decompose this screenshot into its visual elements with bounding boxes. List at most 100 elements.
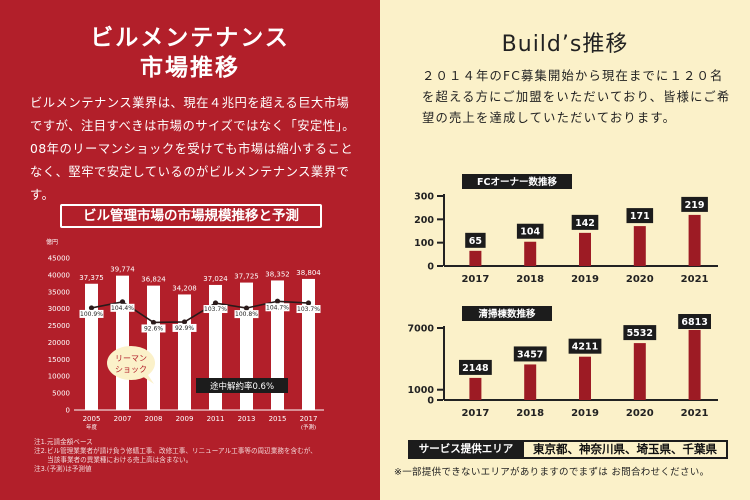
bar: [469, 377, 482, 400]
y-tick-label: 100: [414, 238, 434, 249]
bar-value-label: 104: [520, 227, 540, 238]
market-bar: [116, 275, 129, 410]
service-area-note: ※一部提供できないエリアがありますのでまずは お問合わせください。: [394, 467, 710, 478]
chart-title: FCオーナー数推移: [477, 176, 557, 188]
market-title-line2: 市場推移: [140, 55, 240, 81]
y-tick-label: 45000: [48, 255, 70, 263]
bar: [469, 250, 482, 266]
growth-rate-label: 100.8%: [235, 311, 258, 318]
growth-rate-label: 100.9%: [80, 311, 103, 318]
cancellation-rate-text: 途中解約率0.6%: [210, 381, 274, 392]
service-area-label: サービス提供エリア: [418, 443, 514, 455]
x-tick-label: 2018: [516, 274, 544, 285]
market-size-chart: 億円 0 5000 10000 15000 20000 25000 30000 35000 400…: [46, 238, 324, 431]
lehman-text-line2: ショック: [115, 365, 147, 374]
x-tick-label: 2017: [461, 408, 489, 419]
bar-value-label: 5532: [627, 328, 653, 339]
bar-value-bg: [678, 314, 711, 329]
y-tick-label: 0: [427, 262, 434, 273]
growth-rate-point: [88, 305, 95, 311]
bar: [633, 343, 646, 400]
x-tick-label: 2019: [571, 408, 599, 419]
growth-rate-point: [274, 298, 281, 304]
bar: [524, 241, 537, 266]
x-tick-sublabel: (予測): [301, 423, 316, 431]
y-tick-label: 7000: [408, 324, 435, 335]
fc-owner-chart: FCオーナー数推移 0 100 200 300 65 2017 104 2018 142 2019 1…: [414, 174, 718, 285]
bar: [633, 226, 646, 266]
bar-value-label: 36,824: [141, 276, 166, 284]
bar: [524, 364, 537, 400]
x-tick-label: 2021: [681, 408, 709, 419]
bar-value-bg: [459, 359, 492, 375]
bar-value-label: 171: [630, 211, 650, 222]
bar-value-label: 34,208: [172, 284, 197, 292]
market-bar: [271, 280, 284, 410]
bar-value-label: 142: [575, 218, 595, 229]
growth-rate-label-bg: [234, 310, 259, 319]
market-chart-title: ビル管理市場の市場規模推移と予測: [60, 204, 322, 228]
bar: [688, 329, 701, 400]
growth-rate-label-bg: [203, 305, 228, 314]
note-line: 注3.(予測)は予測値: [34, 465, 92, 473]
growth-rate-point: [119, 299, 126, 305]
y-tick-label: 20000: [48, 339, 70, 347]
y-tick-label: 35000: [48, 288, 70, 296]
bar-value-bg: [516, 223, 544, 239]
x-tick-sublabel: 年度: [86, 423, 98, 431]
service-area-value: 東京都、神奈川県、埼玉県、千葉県: [524, 442, 726, 457]
growth-rate-point: [305, 300, 312, 306]
growth-rate-label: 103.7%: [204, 306, 227, 313]
growth-rate-label: 104.4%: [111, 305, 134, 312]
x-tick-label: 2018: [516, 408, 544, 419]
chart-title-tag: [462, 174, 572, 189]
growth-rate-label: 92.6%: [144, 325, 163, 332]
x-tick-label: 2019: [571, 274, 599, 285]
bar-value-label: 219: [685, 200, 705, 211]
y-tick-label: 300: [414, 192, 434, 203]
bar-value-label: 39,774: [110, 266, 135, 274]
bar-value-bg: [623, 325, 657, 341]
y-tick-label: 15000: [48, 356, 70, 364]
bar-value-label: 6813: [681, 317, 707, 328]
y-tick-label: 0: [66, 407, 70, 415]
bar-value-label: 37,024: [203, 275, 228, 283]
bar-value-bg: [513, 346, 547, 362]
lehman-bubble-tail: [142, 372, 154, 384]
market-bar: [147, 285, 160, 410]
chart-title: 清掃棟数推移: [478, 308, 536, 320]
y-tick-label: 40000: [48, 271, 70, 279]
growth-rate-point: [212, 300, 219, 306]
growth-rate-label: 92.9%: [175, 325, 194, 332]
bar-value-bg: [465, 232, 486, 248]
y-tick-label: 25000: [48, 322, 70, 330]
bar-value-label: 2148: [462, 363, 489, 374]
growth-rate-label-bg: [79, 309, 104, 318]
x-tick-label: 2008: [145, 415, 163, 423]
x-tick-label: 2015: [269, 415, 287, 423]
bar: [688, 214, 701, 266]
x-tick-label: 2020: [626, 274, 654, 285]
bar-value-bg: [571, 214, 599, 230]
bar-value-label: 37,375: [79, 274, 104, 282]
bar-value-label: 38,804: [296, 269, 321, 277]
x-tick-label: 2009: [176, 415, 194, 423]
service-area-bar: サービス提供エリア 東京都、神奈川県、埼玉県、千葉県: [408, 440, 728, 459]
builds-panel: Build’s推移 ２０１４年のFC募集開始から現在までに１２０名を超える方にご…: [380, 0, 750, 500]
market-bar: [302, 278, 315, 410]
bar-value-bg: [568, 338, 602, 354]
x-tick-label: 2021: [681, 274, 709, 285]
x-tick-label: 2017: [461, 274, 489, 285]
market-title-line1: ビルメンテナンス: [90, 25, 290, 51]
growth-rate-point: [243, 305, 250, 311]
bar-value-label: 65: [469, 236, 482, 247]
y-tick-label: 200: [414, 215, 434, 226]
x-tick-label: 2005: [83, 415, 101, 423]
bar: [579, 356, 591, 400]
lehman-bubble: [107, 346, 155, 380]
growth-rate-label: 104.7%: [266, 304, 289, 311]
y-tick-label: 1000: [408, 385, 435, 396]
bar-value-label: 38,352: [265, 270, 290, 278]
x-tick-label: 2020: [626, 408, 654, 419]
